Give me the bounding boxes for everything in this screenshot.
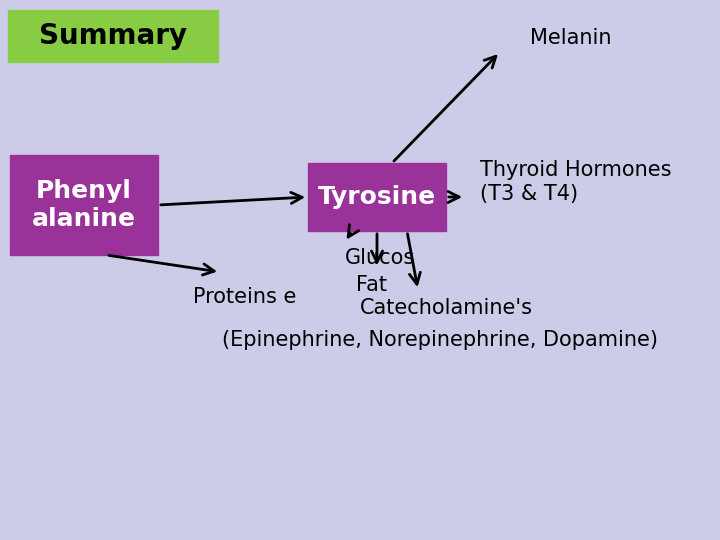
- Bar: [308, 163, 446, 231]
- Text: (Epinephrine, Norepinephrine, Dopamine): (Epinephrine, Norepinephrine, Dopamine): [222, 330, 658, 350]
- Text: Summary: Summary: [39, 22, 187, 50]
- Text: Tyrosine: Tyrosine: [318, 185, 436, 209]
- Text: Fat: Fat: [356, 275, 387, 295]
- Text: Proteins e: Proteins e: [193, 287, 297, 307]
- Text: Catecholamine's: Catecholamine's: [360, 298, 533, 318]
- Text: Phenyl
alanine: Phenyl alanine: [32, 179, 136, 231]
- Bar: [8, 10, 218, 62]
- Bar: [10, 155, 158, 255]
- Text: Melanin: Melanin: [530, 28, 611, 48]
- Text: Glucos: Glucos: [345, 248, 415, 268]
- Text: Thyroid Hormones
(T3 & T4): Thyroid Hormones (T3 & T4): [480, 160, 672, 204]
